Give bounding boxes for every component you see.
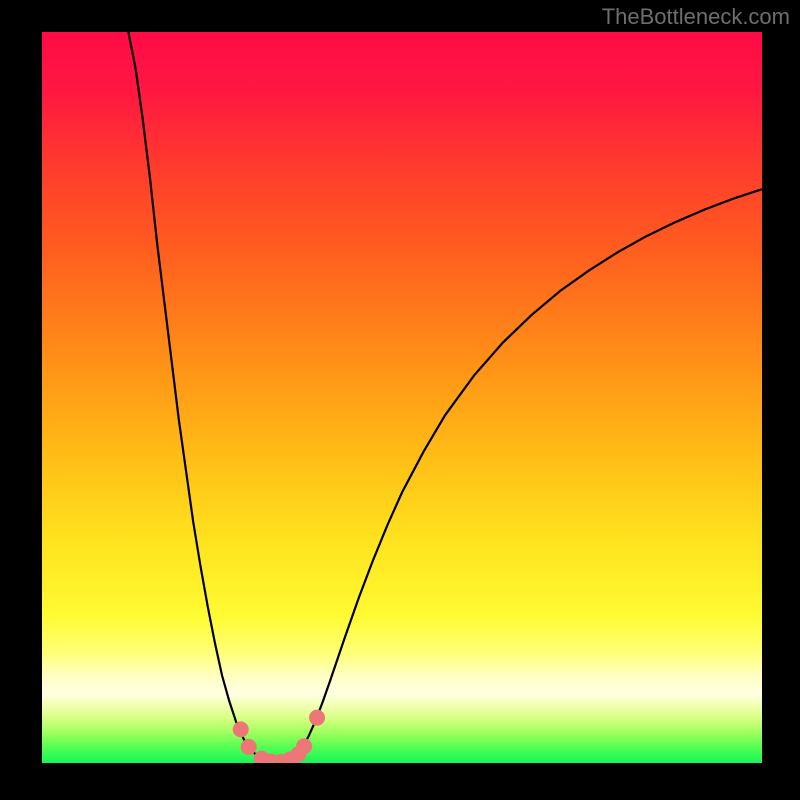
data-marker — [233, 722, 248, 737]
plot-background — [42, 32, 762, 763]
data-marker — [241, 739, 256, 754]
data-marker — [297, 739, 312, 754]
chart-stage: TheBottleneck.com — [0, 0, 800, 800]
bottleneck-chart — [0, 0, 800, 800]
attribution-label: TheBottleneck.com — [602, 4, 790, 30]
data-marker — [310, 710, 325, 725]
